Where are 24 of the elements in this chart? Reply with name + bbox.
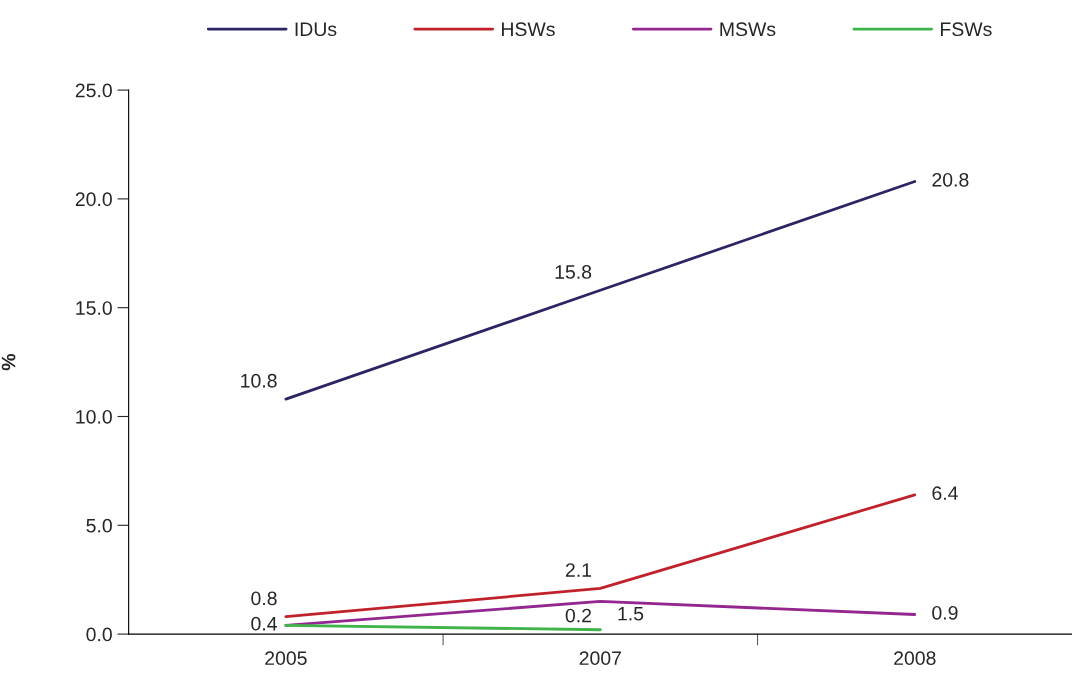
data-label: 0.2 <box>565 608 592 623</box>
x-tick-label: 2007 <box>579 651 621 666</box>
x-tick-label: 2008 <box>894 651 936 666</box>
legend-label: HSWs <box>502 22 555 37</box>
y-tick-label: 20.0 <box>75 192 112 207</box>
data-label: 1.5 <box>618 606 644 621</box>
data-label: 15.8 <box>555 265 592 279</box>
data-label: 0.8 <box>251 591 277 606</box>
legend-label: MSWs <box>720 22 776 37</box>
y-tick-label: 15.0 <box>76 301 112 315</box>
legend-label: IDUs <box>295 22 337 37</box>
data-label: 2.1 <box>565 563 592 577</box>
legend-label: FSWs <box>941 22 992 37</box>
y-tick-label: 25.0 <box>75 83 112 98</box>
data-label: 0.9 <box>932 605 958 620</box>
x-tick-label: 2005 <box>265 651 307 666</box>
y-tick-label: 10.0 <box>76 409 112 424</box>
data-label: 0.4 <box>251 616 277 631</box>
data-label: 10.8 <box>241 373 277 388</box>
data-label: 20.8 <box>932 172 969 187</box>
y-tick-label: 0.0 <box>86 627 112 642</box>
data-label: 6.4 <box>932 486 958 501</box>
y-axis-title: % <box>1 353 16 371</box>
y-tick-label: 5.0 <box>86 518 112 533</box>
